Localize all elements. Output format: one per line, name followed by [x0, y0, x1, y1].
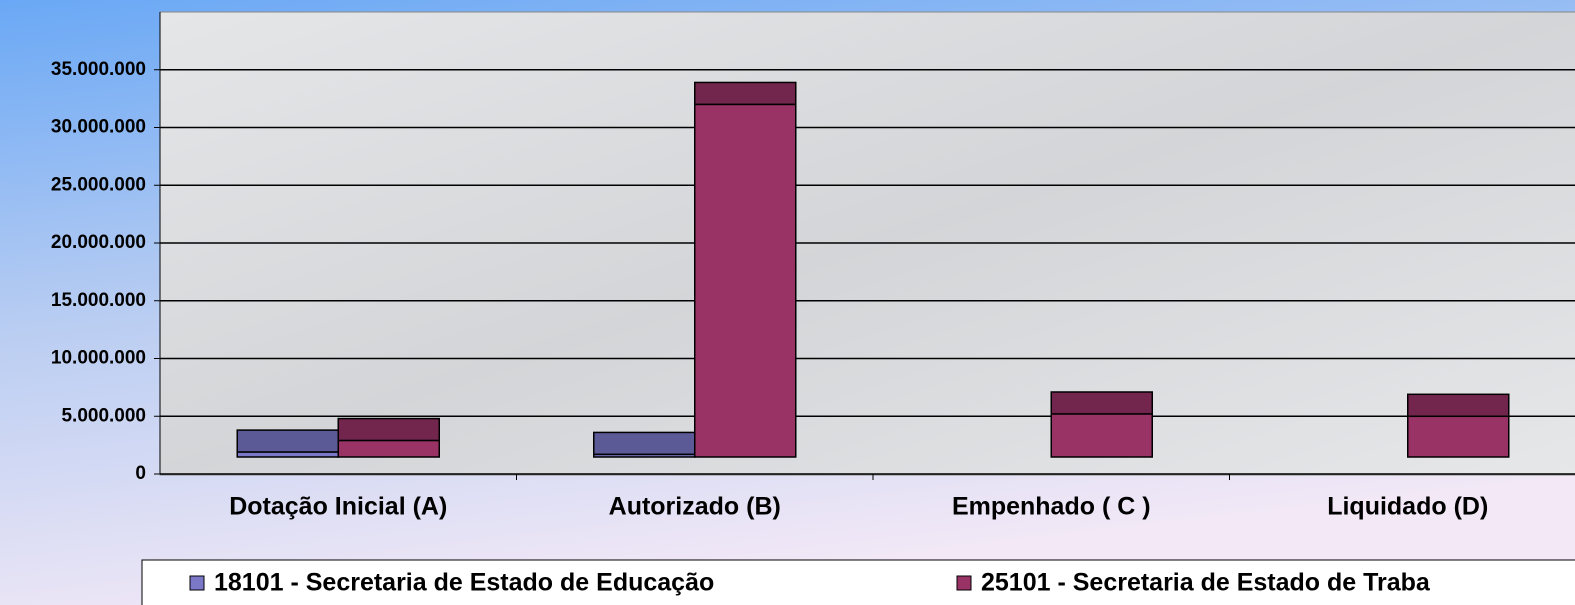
y-tick-label: 10.000.000 — [51, 348, 146, 369]
legend-label: 25101 - Secretaria de Estado de Traba — [981, 569, 1431, 597]
y-tick-label: 30.000.000 — [51, 117, 146, 138]
legend-swatch — [956, 575, 972, 591]
legend-label: 18101 - Secretaria de Estado de Educação — [214, 569, 714, 597]
bar-top — [337, 417, 440, 442]
legend-swatch — [189, 575, 205, 591]
bar-top — [694, 81, 797, 106]
bar — [593, 453, 696, 458]
bar — [337, 439, 440, 458]
y-tick-label: 25.000.000 — [51, 174, 146, 195]
bar-top — [1407, 393, 1510, 418]
x-tick-label: Dotação Inicial (A) — [229, 493, 447, 521]
y-tick-label: 5.000.000 — [61, 405, 146, 426]
bar — [1050, 413, 1153, 458]
bar-top — [1050, 391, 1153, 415]
y-tick-label: 0 — [135, 463, 146, 484]
y-tick-label: 15.000.000 — [51, 290, 146, 311]
bar — [694, 103, 797, 458]
bar — [1407, 415, 1510, 458]
x-tick-label: Empenhado ( C ) — [952, 493, 1151, 521]
legend — [141, 559, 1575, 605]
bar-top — [593, 431, 696, 456]
bar-top — [236, 429, 339, 453]
x-tick-label: Autorizado (B) — [609, 493, 781, 521]
y-tick-label: 35.000.000 — [51, 59, 146, 80]
y-tick-label: 20.000.000 — [51, 232, 146, 253]
bar — [236, 451, 339, 458]
x-tick-label: Liquidado (D) — [1327, 493, 1488, 521]
